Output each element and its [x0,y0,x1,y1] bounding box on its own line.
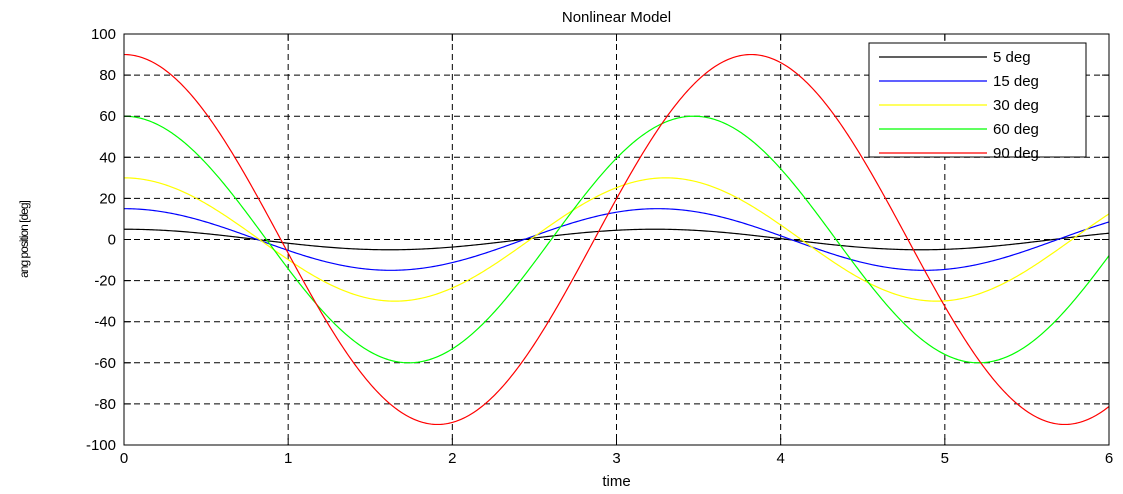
legend-label: 60 deg [993,121,1039,138]
legend-label: 5 deg [993,49,1031,66]
legend-label: 90 deg [993,145,1039,162]
y-tick-label: 0 [108,232,116,249]
y-tick-label: 60 [99,108,116,125]
y-tick-label: -60 [94,355,116,372]
legend: 5 deg 15 deg 30 deg 60 deg 90 deg [868,42,1087,162]
x-tick-label: 0 [120,450,128,467]
x-tick-label: 4 [776,450,784,467]
x-tick-label: 6 [1105,450,1113,467]
series-line-5-deg [123,228,1110,251]
series-line-15-deg [124,208,1110,271]
x-tick-label: 2 [448,450,456,467]
y-tick-label: 20 [99,190,116,207]
y-axis-label: ang position [deg] [17,200,31,277]
legend-label: 30 deg [993,97,1039,114]
x-tick-label: 3 [612,450,620,467]
y-tick-label: -40 [94,314,116,331]
series-line-90-deg [123,53,1110,426]
legend-box [868,42,1087,158]
y-tick-label: 40 [99,149,116,166]
y-tick-label: -20 [94,273,116,290]
series-line-60-deg [123,115,1110,364]
legend-label: 15 deg [993,73,1039,90]
x-tick-label: 5 [941,450,949,467]
y-tick-label: 100 [91,26,116,43]
y-tick-label: -100 [86,437,116,454]
x-tick-label: 1 [284,450,292,467]
x-axis-label: time [602,473,630,490]
series-line-30-deg [123,177,1110,302]
y-tick-label: 80 [99,67,116,84]
chart-title: Nonlinear Model [562,9,671,26]
y-tick-label: -80 [94,396,116,413]
